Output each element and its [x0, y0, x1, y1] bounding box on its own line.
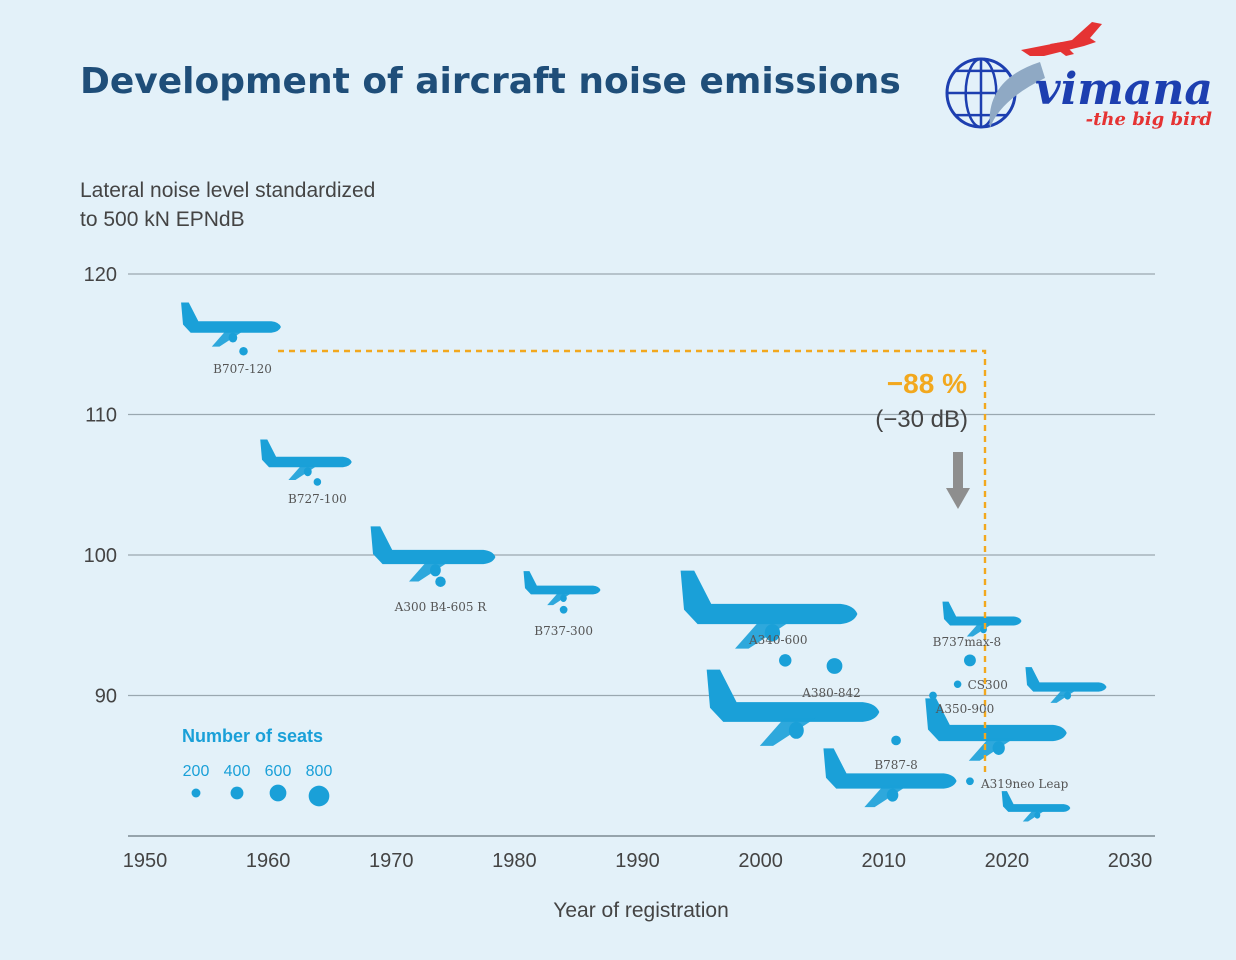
- data-point: [435, 576, 446, 587]
- size-legend-label: 200: [183, 763, 210, 780]
- aircraft-icon: [1001, 791, 1071, 822]
- reduction-annotation: −88 % (−30 dB): [278, 349, 987, 774]
- reduction-dashed-line: [278, 349, 987, 774]
- x-tick-label: 2010: [862, 850, 907, 872]
- x-axis-label: Year of registration: [553, 899, 729, 922]
- size-legend-label: 800: [306, 763, 333, 780]
- data-points: B707-120 B727-100 A300 B4-605 R B737-300 A34…: [213, 347, 1069, 791]
- size-legend-circle: [308, 785, 330, 807]
- vimana-logo: vimana-the big bird: [945, 22, 1213, 130]
- size-legend-label: 600: [265, 763, 292, 780]
- y-tick-label: 110: [85, 405, 117, 427]
- aircraft-icon: [181, 302, 281, 347]
- red-airplane-icon: [1021, 22, 1102, 56]
- aircraft-silhouettes: [181, 302, 1107, 822]
- data-point: [964, 654, 976, 667]
- data-point-label: A380-842: [801, 686, 861, 700]
- down-arrow-shaft: [953, 452, 963, 490]
- data-point-label: B787-8: [874, 758, 917, 772]
- x-tick-labels: 1950 1960 1970 1980 1990 2000 2010 2020 2030: [123, 850, 1153, 872]
- aircraft-icon: [1025, 667, 1107, 703]
- red-airplane-wing: [1050, 42, 1074, 56]
- logo-tagline: -the big bird: [1086, 109, 1213, 130]
- logo-text: vimana: [1035, 64, 1213, 115]
- seats-size-legend: Number of seats 200 400 600 800: [182, 726, 333, 807]
- x-tick-label: 2000: [738, 850, 783, 872]
- data-point: [966, 777, 974, 786]
- data-point-label: CS300: [968, 678, 1008, 692]
- size-legend-circle: [269, 784, 287, 802]
- data-point: [826, 658, 843, 674]
- size-legend-circle: [191, 788, 201, 798]
- reduction-percent: −88 %: [887, 368, 967, 399]
- y-tick-labels: 90 100 110 120: [84, 264, 117, 708]
- grid-lines: [128, 273, 1155, 837]
- data-point-label: B737-300: [534, 624, 593, 638]
- aircraft-icon: [942, 601, 1022, 637]
- x-tick-label: 2030: [1108, 850, 1153, 872]
- x-tick-label: 1980: [492, 850, 537, 872]
- data-point: [891, 735, 901, 746]
- aircraft-icon: [260, 439, 352, 480]
- y-axis-label-line1: Lateral noise level standardized: [80, 179, 375, 202]
- data-point-label: B727-100: [288, 492, 347, 506]
- data-point-label: A340-600: [748, 633, 808, 647]
- data-point-label: A350-900: [935, 702, 995, 716]
- y-tick-label: 90: [95, 686, 117, 708]
- data-point: [313, 478, 322, 486]
- y-tick-label: 100: [84, 545, 117, 567]
- size-legend-label: 400: [224, 763, 251, 780]
- x-tick-label: 1960: [246, 850, 291, 872]
- data-point: [779, 654, 792, 667]
- reduction-db: (−30 dB): [875, 406, 968, 433]
- data-point: [953, 680, 962, 689]
- x-tick-label: 1950: [123, 850, 168, 872]
- data-point: [929, 691, 937, 700]
- x-tick-label: 1990: [615, 850, 660, 872]
- data-point: [239, 347, 248, 356]
- data-point: [559, 605, 568, 614]
- chart-title: Development of aircraft noise emissions: [80, 61, 901, 102]
- y-axis-label-line2: to 500 kN EPNdB: [80, 208, 245, 231]
- x-tick-label: 1970: [369, 850, 414, 872]
- swoosh-icon: [989, 62, 1045, 128]
- data-point-label: A319neo Leap: [980, 777, 1069, 791]
- aircraft-icon: [370, 526, 496, 582]
- y-tick-label: 120: [84, 264, 117, 286]
- aircraft-icon: [680, 570, 858, 649]
- data-point-label: A300 B4-605 R: [394, 600, 488, 614]
- size-legend-circle: [230, 786, 244, 800]
- data-point-label: B737max-8: [933, 635, 1002, 649]
- aircraft-icon: [925, 698, 1067, 761]
- x-tick-label: 2020: [985, 850, 1030, 872]
- data-point-label: B707-120: [213, 362, 272, 376]
- aircraft-icon: [823, 748, 957, 808]
- size-legend-title: Number of seats: [182, 726, 323, 746]
- aircraft-icon: [523, 571, 601, 606]
- down-arrow-head: [946, 488, 970, 509]
- aircraft-icon: [706, 669, 880, 746]
